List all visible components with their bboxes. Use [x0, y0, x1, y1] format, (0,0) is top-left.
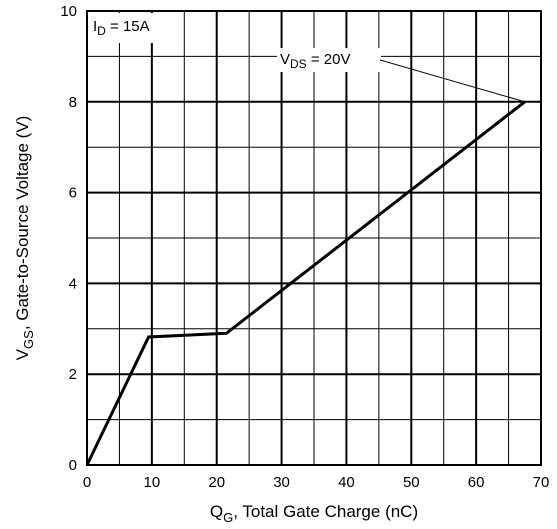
current-label-main: I — [93, 18, 97, 35]
y-axis-title-main: V — [13, 348, 32, 360]
x-tick-label: 40 — [338, 474, 355, 491]
y-axis-title: VGS, Gate-to-Source Voltage (V) — [13, 116, 36, 361]
y-tick-label: 2 — [69, 366, 77, 383]
current-label-box — [89, 13, 173, 43]
vds-label-main: V — [280, 51, 290, 68]
x-tick-label: 70 — [533, 474, 550, 491]
current-label-rest: = 15A — [106, 18, 150, 35]
x-tick-label: 60 — [468, 474, 485, 491]
x-axis-title-main: Q — [210, 502, 223, 521]
series-line — [85, 100, 526, 466]
x-tick-labels: 0 10 20 30 40 50 60 70 — [83, 474, 550, 491]
x-tick-label: 50 — [403, 474, 420, 491]
y-axis-title-rest: , Gate-to-Source Voltage (V) — [13, 116, 32, 331]
x-tick-label: 0 — [83, 474, 91, 491]
y-tick-label: 4 — [69, 275, 77, 292]
y-tick-labels: 0 2 4 6 8 10 — [60, 3, 77, 474]
vds-label: VDS = 20V — [280, 51, 350, 71]
x-axis-title: QG, Total Gate Charge (nC) — [210, 502, 418, 525]
x-tick-label: 30 — [273, 474, 290, 491]
minor-grid — [87, 11, 541, 465]
x-tick-label: 20 — [208, 474, 225, 491]
vds-leader-line — [379, 59, 525, 103]
x-axis-title-sub: G — [223, 510, 233, 525]
plot-frame — [86, 10, 542, 466]
y-tick-label: 8 — [69, 94, 77, 111]
y-tick-label: 6 — [69, 185, 77, 202]
x-axis-title-rest: , Total Gate Charge (nC) — [233, 502, 418, 521]
y-tick-label: 10 — [60, 3, 77, 20]
current-label: ID = 15A — [93, 18, 150, 38]
y-axis-title-sub: GS — [21, 330, 36, 349]
vds-label-rest: = 20V — [307, 51, 351, 68]
y-tick-label: 0 — [69, 457, 77, 474]
x-tick-label: 10 — [144, 474, 161, 491]
vds-label-sub: DS — [290, 57, 307, 71]
series-layer — [85, 100, 526, 466]
current-label-sub: D — [97, 24, 106, 38]
vds-label-box — [277, 48, 381, 72]
